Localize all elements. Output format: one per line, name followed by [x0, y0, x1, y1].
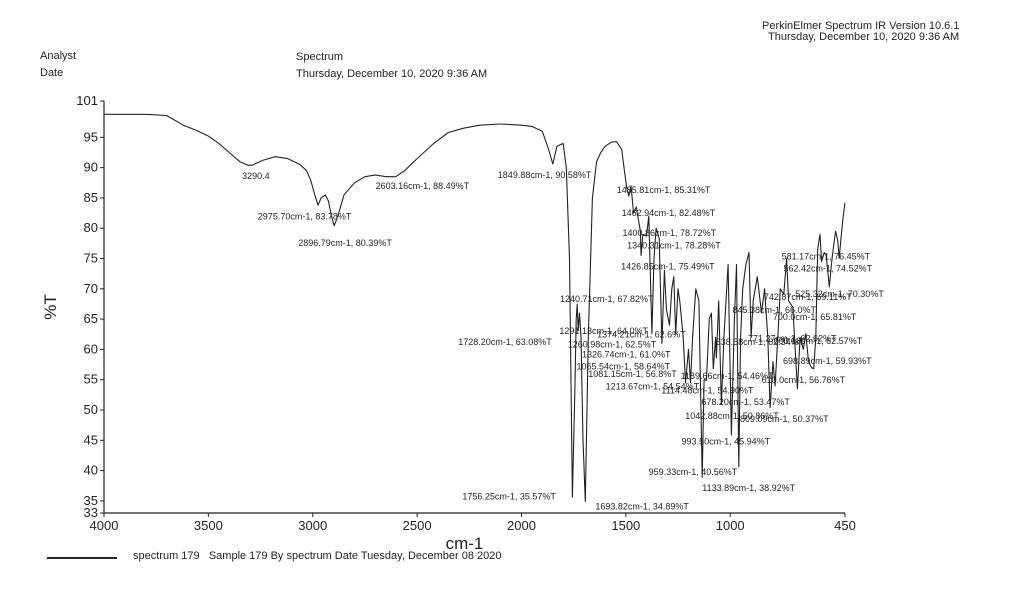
peak-annotation: 1340.31cm-1, 78.28%T: [627, 241, 721, 251]
peak-annotation: 771.27cm-1, 62.62%T: [748, 334, 837, 344]
software-date: Thursday, December 10, 2020 9:36 AM: [768, 31, 960, 43]
peak-annotation: 1326.74cm-1, 61.0%T: [582, 349, 671, 359]
peak-annotation: 2603.16cm-1, 88.49%T: [376, 181, 470, 191]
spectrum-label: Spectrum: [296, 51, 344, 63]
analyst-label: Analyst: [40, 50, 77, 62]
y-tick-label: 55: [84, 372, 98, 387]
x-tick-label: 2000: [507, 518, 536, 533]
y-tick-label: 33: [84, 505, 98, 520]
x-axis-label: cm-1: [446, 534, 484, 553]
peak-annotation: 1081.15cm-1, 56.8%T: [588, 369, 677, 379]
y-tick-label: 70: [84, 281, 98, 296]
y-tick-label: 80: [84, 220, 98, 235]
peak-annotation: 698.89cm-1, 59.93%T: [783, 356, 872, 366]
peak-annotation: 993.50cm-1, 45.94%T: [682, 437, 771, 447]
y-tick-label: 95: [84, 129, 98, 144]
y-tick-label: 50: [84, 402, 98, 417]
peak-annotation: 581.17cm-1, 76.45%T: [782, 252, 871, 262]
peak-annotation: 1260.98cm-1, 62.5%T: [568, 339, 657, 349]
peak-annotation: 1133.89cm-1, 38.92%T: [702, 483, 795, 493]
peak-annotation: 1213.67cm-1, 54.54%T: [606, 381, 700, 391]
x-tick-label: 1000: [716, 518, 745, 533]
peak-annotation: 2896.79cm-1, 80.39%T: [298, 238, 392, 248]
x-tick-label: 2500: [403, 518, 432, 533]
y-tick-label: 75: [84, 251, 98, 266]
peak-annotation: 1426.85cm-1, 75.49%T: [621, 262, 715, 272]
peak-annotation: 638.58cm-1, 62.34%T: [716, 337, 805, 347]
y-tick-label: 65: [84, 311, 98, 326]
peak-annotation: 1728.20cm-1, 63.08%T: [458, 337, 552, 347]
peak-annotation: 1065.54cm-1, 58.64%T: [577, 362, 671, 372]
peak-annotation: 1462.94cm-1, 82.48%T: [622, 208, 716, 218]
y-tick-label: 101: [76, 93, 98, 108]
x-tick-label: 1500: [611, 518, 640, 533]
peak-annotation: 742.87cm-1, 69.11%T: [764, 292, 852, 302]
peak-annotation: 562.42cm-1, 74.52%T: [784, 263, 873, 273]
peak-annotation: 610.0cm-1, 56.76%T: [762, 375, 846, 385]
y-tick-label: 90: [84, 160, 98, 175]
peak-annotation: 678.20cm-1, 53.47%T: [701, 397, 790, 407]
peak-annotation: 600.18cm-1, 62.57%T: [774, 336, 863, 346]
peak-annotation: 2975.70cm-1, 83.78%T: [258, 211, 352, 221]
date-label: Date: [40, 67, 64, 79]
x-tick-label: 4000: [90, 518, 119, 533]
y-axis-label: %T: [41, 294, 60, 320]
peak-annotation: 845.38cm-1, 66.0%T: [732, 305, 816, 315]
peak-annotation: 3290.4: [242, 171, 270, 181]
legend-description: Sample 179 By spectrum Date Tuesday, Dec…: [208, 550, 502, 562]
peak-annotation: 1400.86cm-1, 78.72%T: [623, 228, 717, 238]
peak-annotation: 1693.82cm-1, 34.89%T: [595, 502, 689, 512]
peak-annotation: 809.09cm-1, 50.37%T: [740, 414, 829, 424]
x-tick-label: 450: [834, 518, 856, 533]
peak-annotation: 1042.88cm-1, 50.86%T: [685, 411, 779, 421]
peak-annotation: 1114.48cm-1, 54.90%T: [661, 385, 754, 395]
peak-annotation: 1240.71cm-1, 67.82%T: [560, 294, 654, 304]
x-tick-label: 3500: [194, 518, 223, 533]
spectrum-line: [104, 113, 846, 503]
y-tick-label: 35: [84, 493, 98, 508]
peak-annotation: 1485.81cm-1, 85.31%T: [617, 185, 711, 195]
legend-series-name: spectrum 179: [133, 550, 200, 562]
spectrum-date: Thursday, December 10, 2020 9:36 AM: [296, 68, 488, 80]
software-version: PerkinElmer Spectrum IR Version 10.6.1: [762, 20, 960, 32]
peak-annotation: 959.33cm-1, 40.56%T: [649, 467, 738, 477]
x-tick-label: 3000: [298, 518, 327, 533]
legend-line-swatch: [47, 557, 117, 559]
y-tick-label: 85: [84, 190, 98, 205]
peak-annotation: 1189.66cm-1, 54.46%T: [681, 371, 774, 381]
y-tick-label: 45: [84, 432, 98, 447]
legend-text: spectrum 179 Sample 179 By spectrum Date…: [133, 550, 502, 562]
y-tick-label: 60: [84, 341, 98, 356]
peak-annotation: 700.0cm-1, 65.81%T: [773, 312, 857, 322]
peak-annotation: 1374.21cm-1, 62.6%T: [597, 330, 686, 340]
peak-annotation: 1756.25cm-1, 35.57%T: [462, 491, 556, 501]
peak-annotation: 1849.88cm-1, 90.58%T: [498, 170, 592, 180]
peak-annotation: 525.32cm-1, 70.30%T: [795, 289, 884, 299]
y-tick-label: 40: [84, 463, 98, 478]
peak-annotation: 1291.13cm-1, 64.0%T: [559, 326, 648, 336]
